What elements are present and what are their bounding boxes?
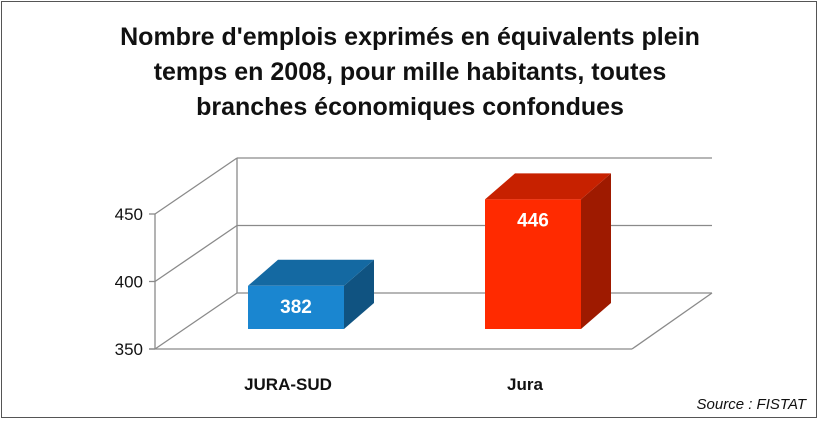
- floor-right-edge: [631, 292, 713, 350]
- chart-title-line-2: temps en 2008, pour mille habitants, tou…: [153, 58, 667, 86]
- bar-top-1: [485, 173, 611, 200]
- gridline-side-400: [154, 224, 238, 283]
- data-label-1: 446: [517, 210, 549, 231]
- bar-top-0: [248, 259, 374, 286]
- gridline-side-350: [154, 292, 238, 350]
- x-tick-label-0: JURA-SUD: [244, 375, 332, 394]
- bar-0: [248, 285, 344, 329]
- y-tick-label-450: 450: [115, 205, 143, 224]
- bar-1: [485, 199, 581, 329]
- source-note: Source : FISTAT: [696, 396, 806, 413]
- x-tick-label-1: Jura: [507, 375, 543, 394]
- bar-side-1: [581, 173, 611, 329]
- gridline-side-450: [154, 157, 238, 215]
- y-tick-label-350: 350: [115, 340, 143, 359]
- bar-side-0: [344, 259, 374, 329]
- y-tick-label-400: 400: [115, 273, 143, 292]
- chart-title-line-3: branches économiques confondues: [196, 93, 624, 121]
- chart-title: Nombre d'emplois exprimés en équivalents…: [60, 20, 760, 125]
- chart-title-line-1: Nombre d'emplois exprimés en équivalents…: [120, 23, 700, 51]
- data-label-0: 382: [280, 297, 312, 318]
